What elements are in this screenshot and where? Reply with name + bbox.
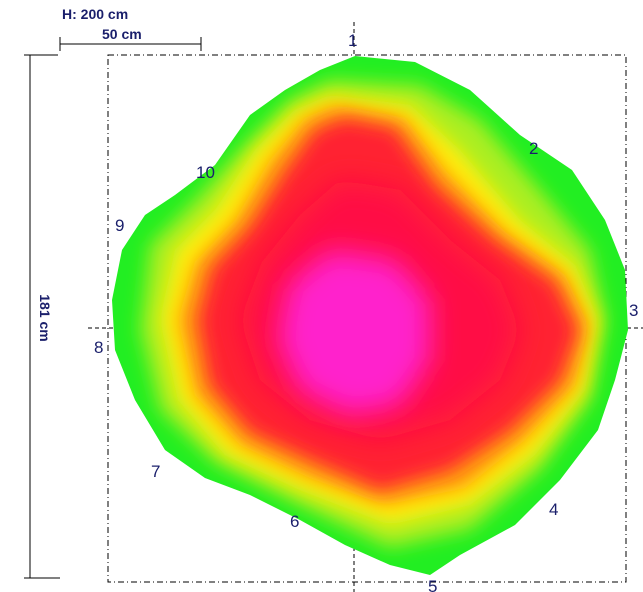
point-label-4: 4 xyxy=(549,500,558,519)
point-label-1: 1 xyxy=(348,31,357,50)
point-label-2: 2 xyxy=(529,139,538,158)
point-label-8: 8 xyxy=(94,338,103,357)
zone-magenta xyxy=(278,250,430,415)
vertical-dimension-label: 181 cm xyxy=(37,294,53,341)
point-label-10: 10 xyxy=(196,163,215,182)
point-label-7: 7 xyxy=(151,462,160,481)
heat-layers xyxy=(112,56,628,575)
point-label-3: 3 xyxy=(629,301,638,320)
scale-label: 50 cm xyxy=(102,26,142,42)
point-label-6: 6 xyxy=(290,512,299,531)
height-label: H: 200 cm xyxy=(62,6,128,22)
point-label-5: 5 xyxy=(428,577,437,592)
point-label-9: 9 xyxy=(115,216,124,235)
